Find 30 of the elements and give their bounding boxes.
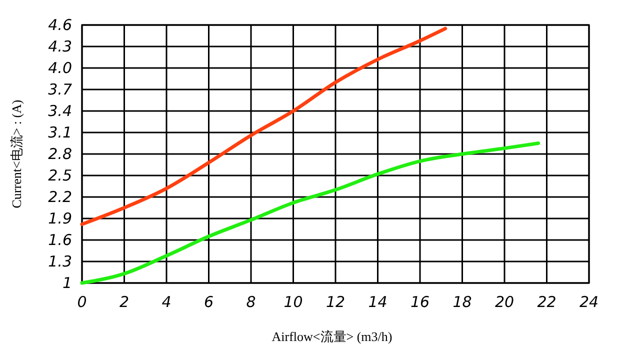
y-tick-label: 2.8 [48, 145, 72, 163]
x-tick-label: 16 [410, 293, 430, 311]
x-tick-label: 20 [494, 293, 514, 311]
y-tick-label: 1.3 [48, 252, 72, 270]
x-axis-title: Airflow<流量> (m3/h) [272, 329, 392, 344]
y-tick-label: 4.6 [48, 16, 72, 34]
y-tick-label: 2.5 [48, 166, 72, 184]
y-tick-label: 1.9 [48, 210, 72, 228]
x-tick-label: 18 [452, 293, 472, 311]
y-tick-label: 3.1 [48, 124, 72, 142]
x-tick-label: 4 [162, 293, 172, 311]
y-tick-label: 1 [62, 274, 72, 292]
x-tick-label: 22 [537, 293, 556, 311]
line-series [80, 26, 448, 226]
y-tick-label: 3.4 [48, 102, 72, 120]
x-tick-label: 8 [246, 293, 256, 311]
x-tick-label: 24 [579, 293, 599, 311]
y-tick-label: 2.2 [48, 188, 72, 206]
x-tick-label: 0 [77, 293, 87, 311]
x-tick-label: 2 [119, 293, 130, 311]
x-tick-label: 14 [368, 293, 388, 311]
line-series [80, 142, 540, 285]
y-tick-label: 4.0 [48, 59, 72, 77]
x-tick-label: 10 [284, 293, 303, 311]
x-tick-label: 6 [204, 293, 214, 311]
x-tick-label: 12 [326, 293, 346, 311]
y-tick-label: 1.6 [48, 231, 72, 249]
y-axis-title: Current<电流> : (A) [9, 100, 24, 208]
y-tick-label: 4.3 [48, 38, 72, 56]
y-tick-label: 3.7 [48, 80, 72, 98]
